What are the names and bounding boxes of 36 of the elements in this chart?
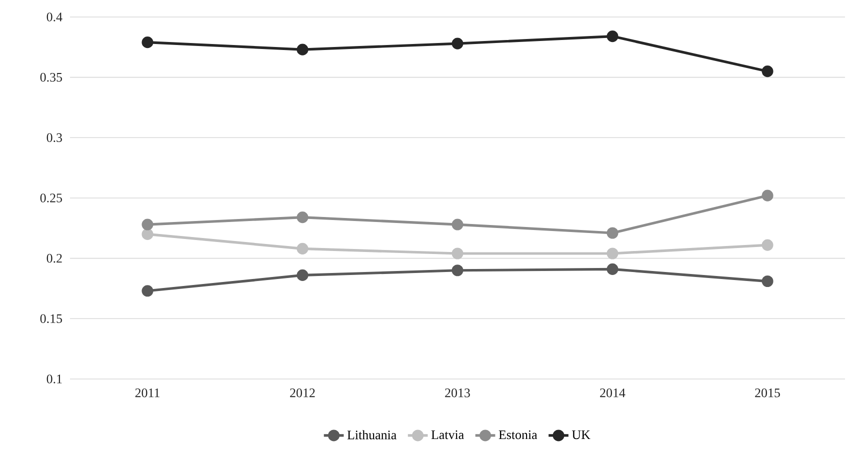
legend-label: Latvia [431, 430, 464, 440]
point [452, 264, 464, 276]
point [142, 228, 154, 240]
legend-label: UK [572, 430, 590, 440]
point [606, 248, 618, 260]
y-tick-label: 0.3 [46, 133, 62, 142]
point [142, 218, 154, 230]
point [452, 248, 464, 260]
x-tick-label: 2015 [755, 388, 780, 398]
x-tick-label: 2012 [290, 388, 315, 398]
y-tick-label: 0.15 [40, 314, 62, 324]
point [142, 285, 154, 297]
y-tick-label: 0.35 [40, 72, 62, 82]
point [762, 239, 774, 251]
x-tick-label: 2014 [600, 388, 626, 398]
y-tick-label: 0.25 [40, 194, 62, 202]
point [606, 263, 618, 275]
point [296, 212, 308, 224]
point [296, 44, 308, 56]
point [762, 190, 774, 202]
point [296, 269, 308, 281]
y-tick-label: 0.2 [46, 254, 62, 263]
x-tick-label: 2013 [445, 388, 470, 398]
point [452, 38, 464, 50]
y-tick-label: 0.1 [46, 374, 62, 384]
point [606, 30, 618, 42]
point [296, 242, 308, 254]
x-tick-label: 2011 [135, 388, 160, 398]
legend-label: Lithuania [347, 430, 396, 440]
point [762, 275, 774, 288]
point [606, 227, 618, 239]
y-tick-label: 0.4 [46, 12, 62, 22]
point [452, 218, 464, 230]
legend-label: Estonia [498, 430, 538, 440]
point [762, 66, 774, 78]
point [142, 36, 154, 48]
